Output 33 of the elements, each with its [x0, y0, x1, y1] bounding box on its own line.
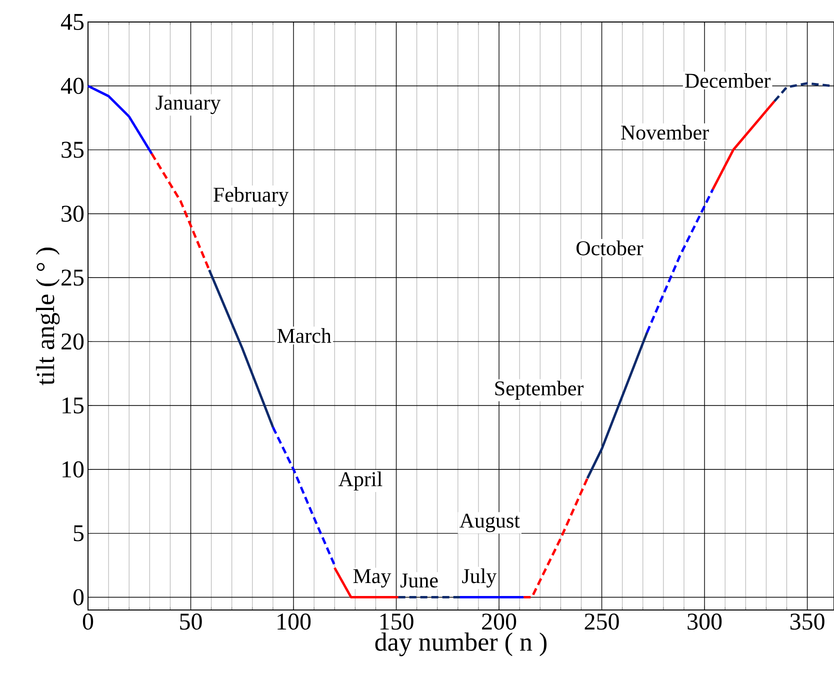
series-label: October — [576, 240, 644, 256]
series-label: January — [156, 96, 221, 114]
x-tick-label: 150 — [380, 614, 414, 630]
series-label: March — [277, 328, 332, 343]
series-label: May — [353, 569, 392, 588]
series-label: July — [462, 568, 497, 588]
y-tick-label: 10 — [62, 461, 84, 478]
line-series — [86, 84, 153, 155]
series-label: August — [460, 514, 520, 532]
y-axis-title: tilt angle ( ° ) — [36, 248, 60, 386]
line-series — [272, 426, 336, 566]
x-tick-label: 100 — [278, 614, 311, 630]
series-label: September — [495, 380, 584, 400]
series-label: December — [685, 73, 771, 88]
y-tick-label: 35 — [62, 142, 84, 158]
x-tick-label: 250 — [584, 614, 619, 630]
y-tick-label: 45 — [60, 14, 84, 30]
y-tick-label: 5 — [74, 525, 84, 542]
y-tick-label: 30 — [62, 206, 84, 222]
y-tick-label: 20 — [62, 333, 84, 350]
x-tick-label: 50 — [180, 614, 202, 630]
x-tick-label: 200 — [482, 614, 516, 630]
y-tick-label: 40 — [60, 78, 84, 94]
series-label: June — [400, 574, 438, 588]
series-label: April — [338, 471, 382, 491]
x-tick-label: 350 — [790, 614, 824, 630]
y-tick-label: 0 — [73, 589, 84, 606]
series-label: February — [214, 187, 289, 206]
y-tick-label: 25 — [62, 270, 84, 286]
series-label: November — [621, 124, 709, 140]
x-axis-title: day number ( n ) — [375, 632, 547, 656]
x-tick-label: 300 — [688, 614, 722, 630]
y-tick-label: 15 — [62, 397, 84, 414]
